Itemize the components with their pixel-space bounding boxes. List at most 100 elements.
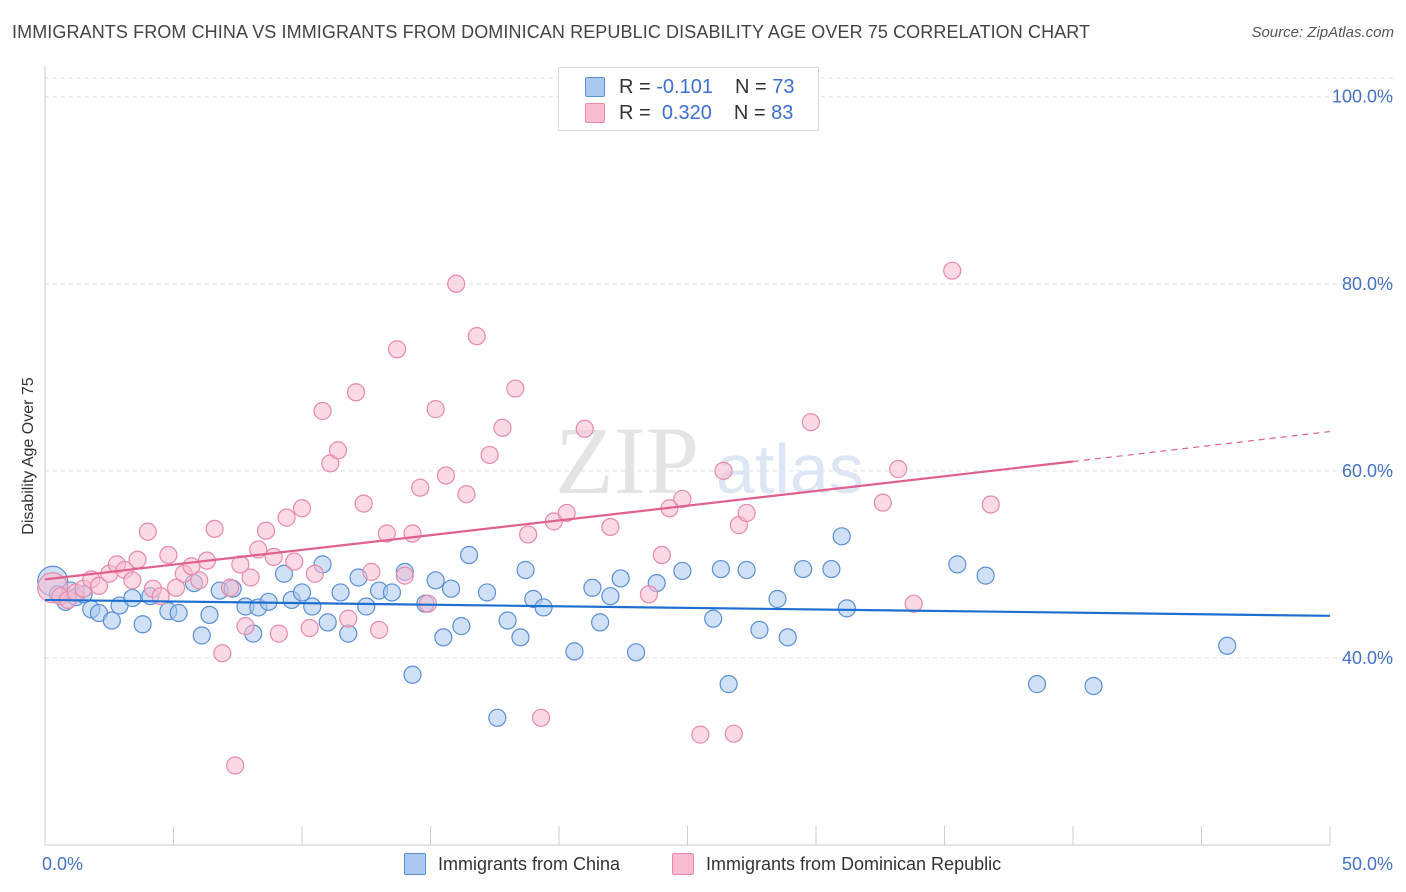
china-point <box>832 527 851 546</box>
dr-point <box>673 489 692 509</box>
bottom-legend-dr: Immigrants from Dominican Republic <box>672 851 1001 877</box>
legend-swatch-china <box>585 77 605 97</box>
china-point <box>611 569 630 588</box>
china-point <box>626 643 646 662</box>
china-point <box>434 628 453 647</box>
dr-point <box>639 585 659 604</box>
dr-point <box>447 274 466 293</box>
legend-n-label: N = <box>733 101 766 124</box>
china-point <box>452 617 471 636</box>
china-point <box>382 583 402 602</box>
bottom-legend-swatch-china <box>404 853 426 875</box>
trend-line-china <box>44 598 1331 617</box>
china-point <box>711 559 731 579</box>
x-tick-label-max: 50.0% <box>1342 854 1393 874</box>
china-point <box>750 620 769 639</box>
china-point <box>274 564 294 583</box>
tick-labels: 40.0% 60.0% 80.0% 100.0% 0.0% 50.0% <box>42 87 1393 874</box>
dr-point <box>285 552 304 571</box>
dr-point <box>220 578 240 597</box>
dr-point <box>981 495 1000 514</box>
dr-point <box>557 503 576 523</box>
dr-point <box>714 461 733 480</box>
china-point <box>403 665 422 684</box>
bottom-legend-swatch-dr <box>672 853 694 875</box>
china-point <box>583 578 602 597</box>
dr-point <box>411 478 430 497</box>
china-point <box>498 611 517 630</box>
china-point <box>426 571 445 590</box>
dr-point <box>166 578 186 597</box>
dr-point <box>339 609 358 628</box>
legend-r-value-china: -0.101 <box>656 75 713 98</box>
watermark-atlas: atlas <box>716 430 864 508</box>
dr-point <box>123 571 142 590</box>
china-point <box>837 599 856 618</box>
china-point <box>331 583 350 602</box>
china-point <box>1027 675 1047 694</box>
dr-point <box>436 466 456 485</box>
legend-swatch-dr <box>585 103 605 123</box>
dr-point <box>128 550 147 569</box>
dr-point <box>292 499 312 518</box>
legend-r-label: R = <box>619 75 651 98</box>
dr-point <box>213 644 232 663</box>
china-point <box>169 603 188 623</box>
dr-point <box>737 503 756 523</box>
dr-point <box>236 617 255 636</box>
x-tick-label-min: 0.0% <box>42 854 83 874</box>
bottom-legend-china: Immigrants from China <box>404 851 620 877</box>
china-points <box>37 527 1237 727</box>
dr-point <box>205 519 224 538</box>
dr-point <box>387 340 407 359</box>
dr-point <box>691 725 710 744</box>
legend-r-value-dr: 0.320 <box>661 101 712 124</box>
dr-point <box>305 564 324 583</box>
china-point <box>488 708 507 727</box>
dr-point <box>159 545 178 565</box>
dr-point <box>403 524 422 543</box>
china-point <box>357 597 376 616</box>
china-point <box>719 675 738 694</box>
dr-point <box>395 566 414 585</box>
bottom-legend-label-dr: Immigrants from Dominican Republic <box>706 853 1002 874</box>
china-point <box>768 589 787 609</box>
dr-point <box>328 441 348 460</box>
china-point <box>673 561 692 581</box>
china-point <box>601 587 620 606</box>
dr-point <box>801 413 820 432</box>
dr-point <box>138 522 157 541</box>
dr-point <box>531 708 551 727</box>
china-point <box>102 611 121 630</box>
dr-point <box>277 508 296 527</box>
legend-row-dr: R = 0.320 N = 83 <box>585 101 793 125</box>
dr-point <box>519 525 538 544</box>
y-tick-label-1: 60.0% <box>1342 461 1393 481</box>
dr-point <box>601 517 620 537</box>
china-point <box>511 628 530 647</box>
dr-point <box>313 401 332 421</box>
china-point <box>123 588 142 608</box>
y-tick-label-0: 40.0% <box>1342 648 1393 668</box>
chart-title: IMMIGRANTS FROM CHINA VS IMMIGRANTS FROM… <box>12 22 1091 42</box>
y-tick-label-2: 80.0% <box>1342 274 1393 294</box>
legend-row-china: R = -0.101 N = 73 <box>585 75 794 99</box>
dr-point <box>889 459 908 479</box>
dr-point <box>724 724 743 743</box>
china-point <box>1084 676 1103 696</box>
china-point <box>516 560 535 580</box>
bottom-legend-label-china: Immigrants from China <box>438 853 621 874</box>
china-point <box>477 583 497 602</box>
china-point <box>976 566 995 585</box>
dr-point <box>377 524 396 543</box>
legend-n-value-china: 73 <box>772 75 795 98</box>
china-point <box>534 598 553 617</box>
dr-point <box>943 261 962 280</box>
dr-point <box>256 521 276 540</box>
china-point <box>303 597 322 616</box>
china-point <box>737 560 756 580</box>
dr-point <box>467 327 486 346</box>
china-point <box>441 579 461 598</box>
dr-point <box>904 594 923 613</box>
legend-n-value-dr: 83 <box>771 101 794 124</box>
